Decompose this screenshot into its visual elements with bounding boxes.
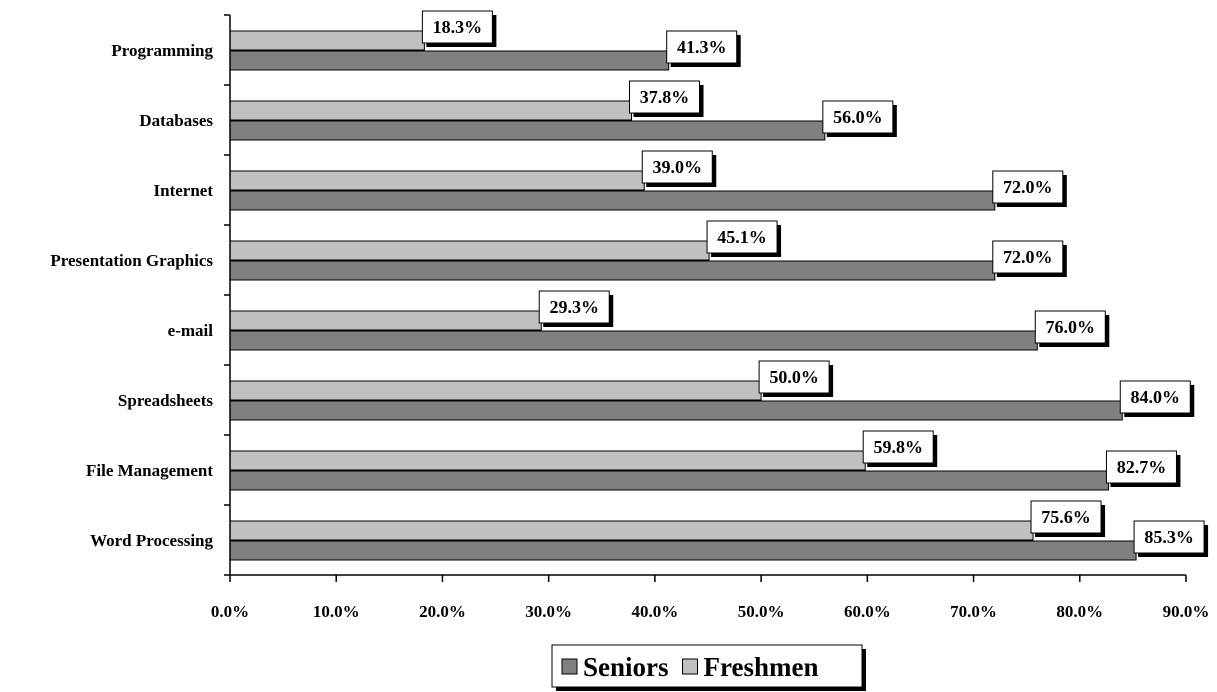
data-label-text: 45.1% — [717, 227, 767, 247]
bar-freshmen-spreadsheets — [229, 380, 762, 401]
data-label-seniors-e-mail: 76.0% — [1034, 310, 1110, 347]
data-label-box — [1034, 310, 1106, 344]
category-label-internet: Internet — [154, 181, 214, 200]
category-label-word-processing: Word Processing — [90, 531, 213, 550]
data-label-box — [641, 150, 713, 184]
x-tick-label-6: 60.0% — [844, 602, 891, 621]
bar-seniors-spreadsheets — [229, 400, 1123, 421]
data-label-box — [992, 170, 1064, 204]
x-tick-label-2: 20.0% — [419, 602, 466, 621]
data-label-text: 41.3% — [677, 37, 727, 57]
legend-swatch-seniors — [561, 658, 578, 675]
data-label-freshmen-programming: 18.3% — [421, 10, 497, 47]
bar-seniors-databases — [229, 120, 826, 141]
data-label-freshmen-presentation-graphics: 45.1% — [706, 220, 782, 257]
bar-seniors-programming — [229, 50, 670, 71]
x-tick-label-5: 50.0% — [738, 602, 785, 621]
data-label-freshmen-spreadsheets: 50.0% — [758, 360, 834, 397]
x-tick-label-4: 40.0% — [632, 602, 679, 621]
data-label-text: 56.0% — [833, 107, 883, 127]
data-label-box — [538, 290, 610, 324]
bar-seniors-word-processing — [229, 540, 1137, 561]
legend-box — [551, 644, 863, 688]
x-tick-label-1: 10.0% — [313, 602, 360, 621]
data-label-text: 84.0% — [1131, 387, 1181, 407]
data-label-seniors-spreadsheets: 84.0% — [1119, 380, 1195, 417]
data-labels-group: 18.3% 41.3% 37.8% 56.0% 39.0% 72.0% 45.1% 72.0%… — [421, 10, 1209, 557]
category-label-e-mail: e-mail — [168, 321, 214, 340]
data-label-freshmen-file-management: 59.8% — [862, 430, 938, 467]
category-label-spreadsheets: Spreadsheets — [118, 391, 213, 410]
data-label-text: 72.0% — [1003, 177, 1053, 197]
data-label-text: 59.8% — [873, 437, 923, 457]
data-label-text: 29.3% — [549, 297, 599, 317]
data-label-seniors-file-management: 82.7% — [1105, 450, 1181, 487]
data-label-box — [758, 360, 830, 394]
legend-swatch-freshmen — [682, 658, 699, 675]
data-label-box — [1133, 520, 1205, 554]
data-label-seniors-databases: 56.0% — [822, 100, 897, 137]
data-label-freshmen-databases: 37.8% — [629, 80, 704, 117]
bar-freshmen-programming — [229, 30, 425, 51]
x-tick-label-8: 80.0% — [1056, 602, 1103, 621]
bar-freshmen-word-processing — [229, 520, 1034, 541]
data-label-box — [706, 220, 778, 254]
data-label-freshmen-e-mail: 29.3% — [538, 290, 614, 327]
data-label-seniors-internet: 72.0% — [992, 170, 1067, 207]
category-label-presentation-graphics: Presentation Graphics — [50, 251, 213, 270]
bar-seniors-e-mail — [229, 330, 1038, 351]
data-label-box — [421, 10, 493, 44]
data-label-text: 75.6% — [1041, 507, 1091, 527]
x-tick-label-0: 0.0% — [211, 602, 249, 621]
data-label-text: 85.3% — [1144, 527, 1194, 547]
data-label-text: 39.0% — [653, 157, 703, 177]
legend-label-freshmen: Freshmen — [704, 652, 819, 682]
data-label-box — [629, 80, 701, 114]
data-label-text: 82.7% — [1117, 457, 1167, 477]
data-label-seniors-presentation-graphics: 72.0% — [992, 240, 1067, 277]
data-label-text: 37.8% — [640, 87, 690, 107]
bar-freshmen-e-mail — [229, 310, 542, 331]
bar-freshmen-file-management — [229, 450, 866, 471]
data-label-box — [666, 30, 738, 64]
data-label-box — [822, 100, 894, 134]
bar-freshmen-internet — [229, 170, 645, 191]
legend-label-seniors: Seniors — [583, 652, 669, 682]
axes-group: Programming Databases Internet Presentation… — [50, 14, 1210, 621]
data-label-text: 72.0% — [1003, 247, 1053, 267]
bar-freshmen-presentation-graphics — [229, 240, 710, 261]
data-label-box — [1030, 500, 1102, 534]
data-label-seniors-programming: 41.3% — [666, 30, 741, 67]
data-label-box — [992, 240, 1064, 274]
data-label-seniors-word-processing: 85.3% — [1133, 520, 1209, 557]
bar-freshmen-databases — [229, 100, 633, 121]
x-tick-label-9: 90.0% — [1163, 602, 1210, 621]
data-label-box — [862, 430, 934, 464]
x-tick-label-7: 70.0% — [950, 602, 997, 621]
data-label-text: 18.3% — [433, 17, 483, 37]
category-label-file-management: File Management — [86, 461, 213, 480]
bar-seniors-presentation-graphics — [229, 260, 996, 281]
data-label-text: 76.0% — [1046, 317, 1096, 337]
data-label-box — [1105, 450, 1177, 484]
bar-seniors-internet — [229, 190, 996, 211]
data-label-box — [1119, 380, 1191, 414]
category-label-databases: Databases — [139, 111, 213, 130]
data-label-freshmen-internet: 39.0% — [641, 150, 717, 187]
bar-seniors-file-management — [229, 470, 1109, 491]
x-tick-label-3: 30.0% — [525, 602, 572, 621]
data-label-freshmen-word-processing: 75.6% — [1030, 500, 1106, 537]
legend: Seniors Freshmen — [551, 644, 866, 691]
category-label-programming: Programming — [111, 41, 213, 60]
data-label-text: 50.0% — [769, 367, 819, 387]
